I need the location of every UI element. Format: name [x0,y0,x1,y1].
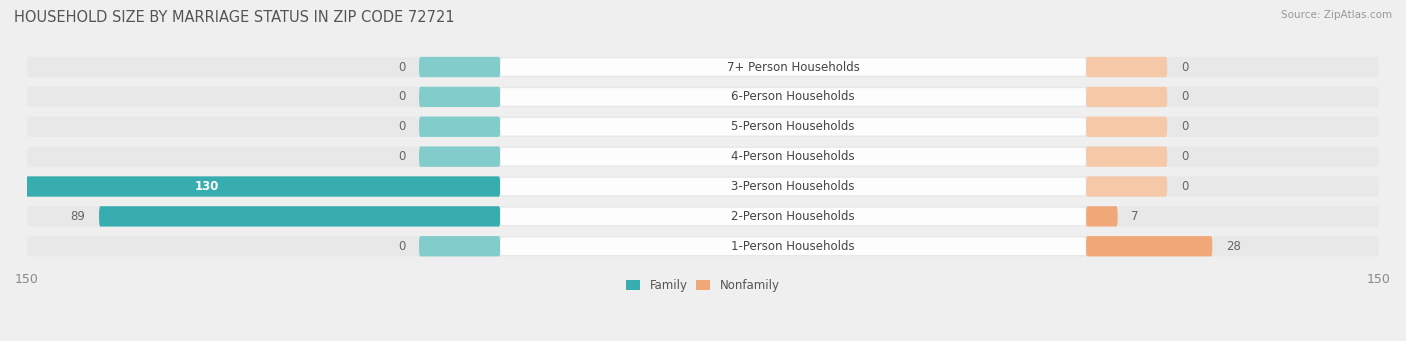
FancyBboxPatch shape [501,88,1085,106]
Text: 4-Person Households: 4-Person Households [731,150,855,163]
Text: 7+ Person Households: 7+ Person Households [727,60,859,74]
FancyBboxPatch shape [98,206,501,226]
FancyBboxPatch shape [501,58,1085,76]
FancyBboxPatch shape [501,238,1085,255]
FancyBboxPatch shape [1085,176,1167,197]
Text: 0: 0 [1181,90,1188,103]
FancyBboxPatch shape [419,117,501,137]
FancyBboxPatch shape [419,236,501,256]
Text: 7: 7 [1132,210,1139,223]
Text: 28: 28 [1226,240,1240,253]
Legend: Family, Nonfamily: Family, Nonfamily [621,275,785,297]
FancyBboxPatch shape [419,57,501,77]
Text: Source: ZipAtlas.com: Source: ZipAtlas.com [1281,10,1392,20]
Text: 0: 0 [1181,120,1188,133]
FancyBboxPatch shape [501,208,1085,225]
FancyBboxPatch shape [27,236,1379,256]
Text: 0: 0 [1181,150,1188,163]
FancyBboxPatch shape [27,206,1379,226]
Text: 130: 130 [195,180,219,193]
FancyBboxPatch shape [1085,57,1167,77]
FancyBboxPatch shape [1085,147,1167,167]
Text: HOUSEHOLD SIZE BY MARRIAGE STATUS IN ZIP CODE 72721: HOUSEHOLD SIZE BY MARRIAGE STATUS IN ZIP… [14,10,454,25]
FancyBboxPatch shape [501,178,1085,195]
FancyBboxPatch shape [27,87,1379,107]
FancyBboxPatch shape [501,148,1085,165]
Text: 0: 0 [1181,60,1188,74]
Text: 0: 0 [398,240,405,253]
FancyBboxPatch shape [27,176,1379,197]
FancyBboxPatch shape [1085,206,1118,226]
FancyBboxPatch shape [501,118,1085,135]
Text: 2-Person Households: 2-Person Households [731,210,855,223]
FancyBboxPatch shape [1085,87,1167,107]
FancyBboxPatch shape [27,147,1379,167]
FancyBboxPatch shape [419,87,501,107]
Text: 0: 0 [398,60,405,74]
Text: 5-Person Households: 5-Person Households [731,120,855,133]
Text: 89: 89 [70,210,86,223]
Text: 0: 0 [398,120,405,133]
FancyBboxPatch shape [27,117,1379,137]
FancyBboxPatch shape [419,147,501,167]
FancyBboxPatch shape [1085,236,1212,256]
Text: 0: 0 [1181,180,1188,193]
FancyBboxPatch shape [0,176,501,197]
Text: 3-Person Households: 3-Person Households [731,180,855,193]
Text: 6-Person Households: 6-Person Households [731,90,855,103]
FancyBboxPatch shape [1085,117,1167,137]
Text: 1-Person Households: 1-Person Households [731,240,855,253]
Text: 0: 0 [398,90,405,103]
FancyBboxPatch shape [27,57,1379,77]
Text: 0: 0 [398,150,405,163]
